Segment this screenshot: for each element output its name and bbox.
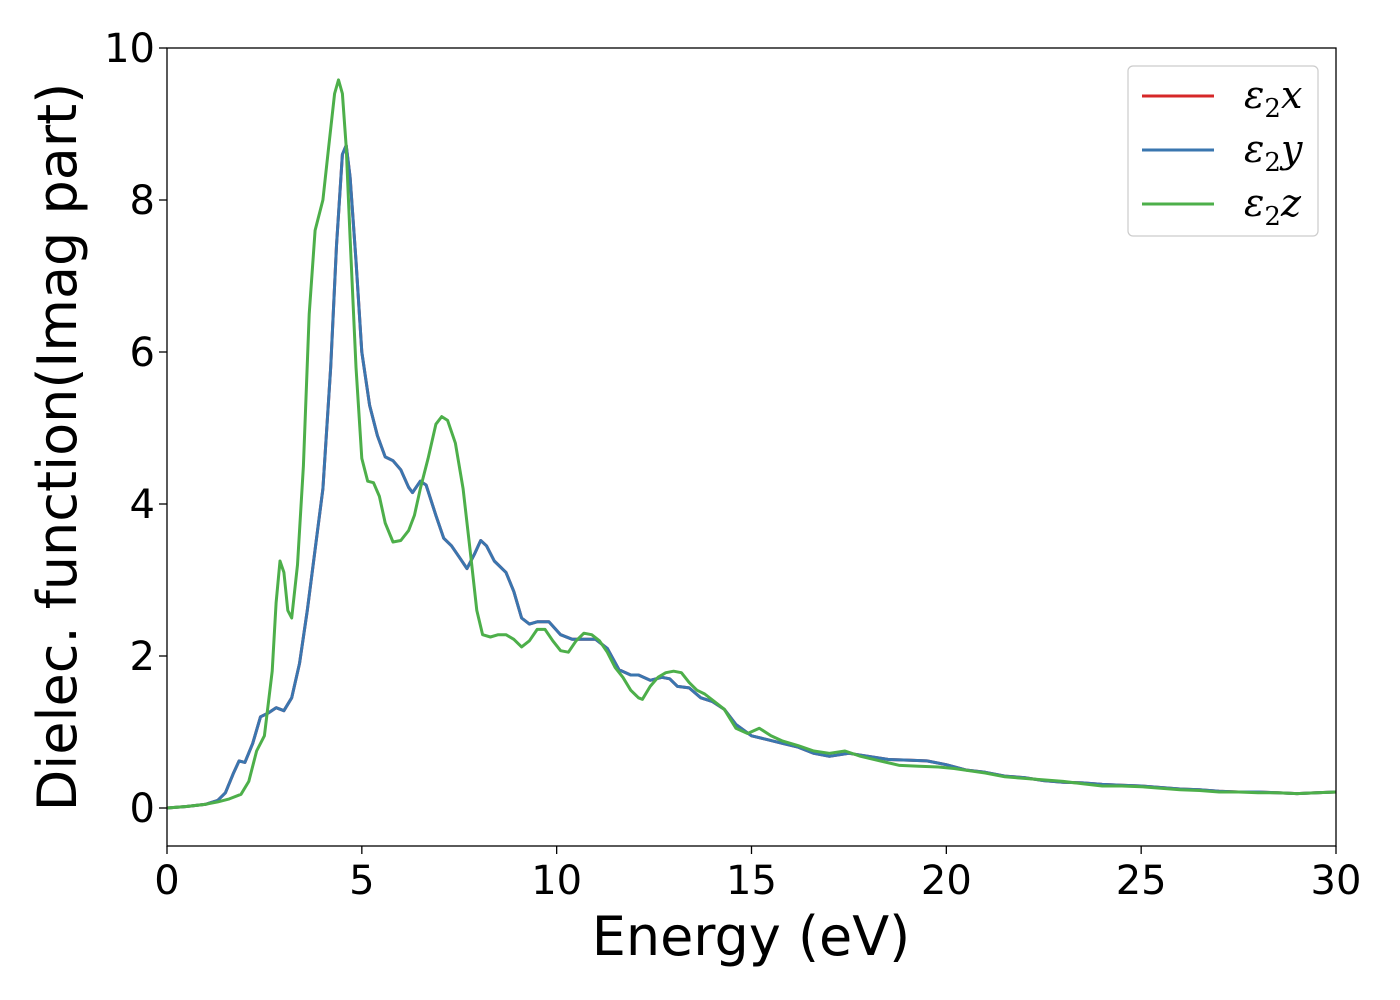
y-tick-label: 8 [130, 178, 155, 224]
series-line-z [167, 78, 1336, 810]
x-tick-label: 20 [921, 858, 972, 904]
legend-label-y: ε2y [1244, 127, 1303, 178]
y-axis: 0 2 4 6 8 10 [104, 26, 167, 832]
x-tick-label: 25 [1116, 858, 1167, 904]
y-tick-label: 0 [130, 786, 155, 832]
legend-box [1127, 65, 1319, 237]
series-layer [167, 78, 1336, 810]
x-tick-label: 10 [531, 858, 582, 904]
y-tick-label: 2 [130, 634, 155, 680]
x-axis-label: Energy (eV) [592, 905, 911, 968]
legend-label-x: ε2x [1244, 73, 1302, 124]
x-tick-label: 30 [1311, 858, 1362, 904]
legend-label-z: ε2z [1244, 181, 1302, 232]
x-axis: 0 5 10 15 20 25 30 [154, 846, 1361, 904]
x-tick-label: 15 [726, 858, 777, 904]
y-tick-label: 4 [130, 482, 155, 528]
y-axis-label: Dielec. function(Imag part) [26, 83, 89, 812]
y-tick-label: 10 [104, 26, 155, 72]
x-tick-label: 0 [154, 858, 179, 904]
y-tick-label: 6 [130, 330, 155, 376]
x-tick-label: 5 [349, 858, 374, 904]
